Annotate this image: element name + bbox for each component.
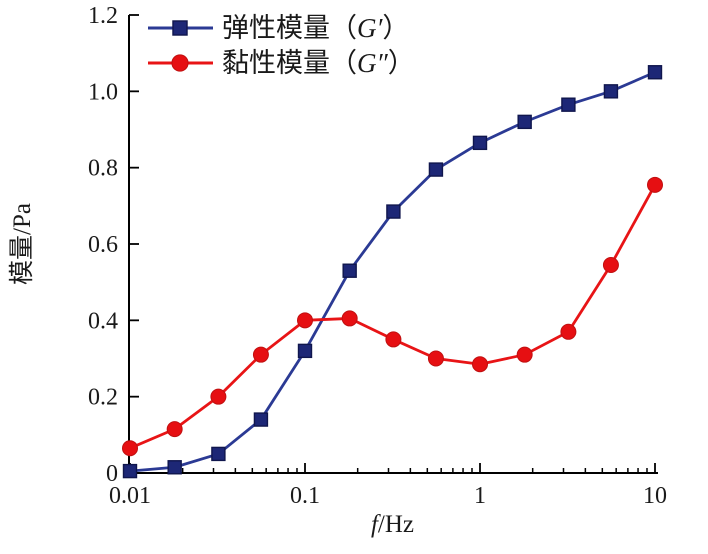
series-marker-circle [602,256,619,273]
y-tick-label: 0.2 [88,385,118,411]
y-tick-label: 0 [106,461,118,487]
series-marker-square [472,135,488,151]
series-marker-circle [341,310,358,327]
series-marker-square [253,412,269,427]
series-marker-circle [122,440,138,457]
series-marker-circle [472,356,488,373]
series-marker-square [517,114,532,130]
series-marker-circle [427,350,444,367]
series-marker-circle [297,312,313,329]
y-tick-label: 1.2 [88,3,118,29]
x-tick-label: 1 [474,483,486,509]
series-marker-square [386,204,401,219]
series-marker-circle [516,346,533,363]
series-marker-square [342,263,357,278]
x-tick-label: 10 [643,483,667,509]
y-tick-label: 0.8 [88,156,118,182]
series-marker-circle [171,54,189,72]
x-tick-label: 0.01 [109,483,151,509]
series-line-0 [129,70,656,473]
series-marker-square [297,343,313,359]
y-tick-label: 1.0 [88,79,118,105]
series-marker-circle [252,346,269,363]
series-marker-circle [560,323,577,340]
series-marker-circle [210,388,227,405]
y-axis-label: 模量/Pa [8,203,36,285]
series-marker-circle [647,176,663,193]
x-axis-label: f/Hz [371,511,414,538]
series-line-1 [129,184,657,450]
series-marker-square [647,65,663,80]
series-marker-square [122,463,138,479]
series-marker-circle [385,331,402,348]
series-marker-square [603,84,619,99]
y-tick-label: 0.6 [88,232,118,258]
series-marker-square [428,162,444,177]
series-marker-circle [166,421,183,438]
legend-label: 弹性模量（G′） [222,13,409,43]
series-marker-square [172,20,188,36]
series-marker-square [211,446,226,462]
x-tick-label: 0.1 [290,483,320,509]
series-marker-square [561,97,576,112]
series-marker-square [167,460,182,475]
legend-label: 黏性模量（G″） [222,48,415,78]
y-tick-label: 0.4 [88,308,118,334]
